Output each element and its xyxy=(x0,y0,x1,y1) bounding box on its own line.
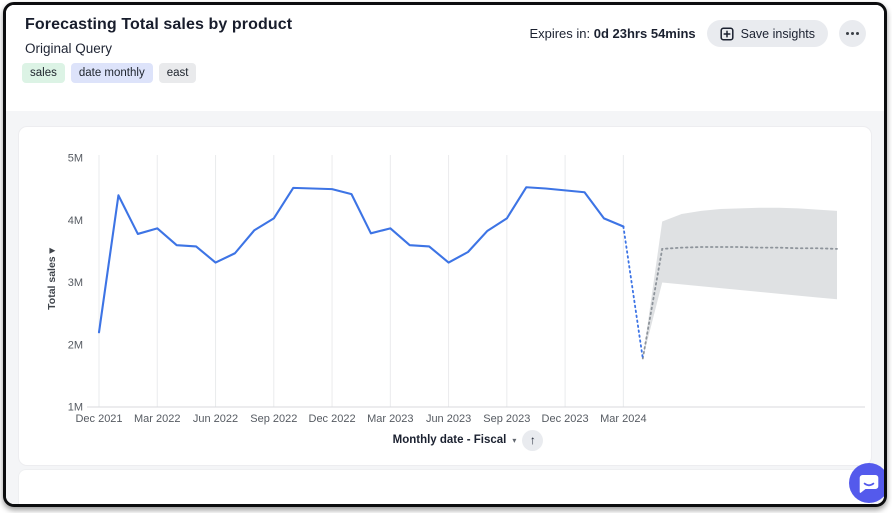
x-axis-dimension-label[interactable]: Monthly date - Fiscal xyxy=(392,434,507,446)
next-section-card xyxy=(18,469,872,504)
svg-text:Jun 2023: Jun 2023 xyxy=(426,413,471,425)
save-insights-label: Save insights xyxy=(740,26,815,41)
more-options-button[interactable] xyxy=(839,20,866,47)
svg-text:Dec 2022: Dec 2022 xyxy=(309,413,356,425)
header: Forecasting Total sales by product Origi… xyxy=(6,5,884,111)
svg-text:Jun 2022: Jun 2022 xyxy=(193,413,238,425)
query-tags: sales date monthly east xyxy=(22,63,197,83)
forecast-chart-card: Dec 2021 Mar 2022 Jun 2022 Sep 2022 Dec 2022… xyxy=(18,126,872,466)
y-axis-dimension-label[interactable]: Total sales ▾ xyxy=(46,247,58,309)
svg-text:Sep 2023: Sep 2023 xyxy=(483,413,530,425)
svg-text:2M: 2M xyxy=(68,339,83,351)
speech-bubble-icon xyxy=(859,475,879,493)
plus-square-icon xyxy=(720,26,734,41)
expires-prefix: Expires in: xyxy=(529,26,594,41)
svg-text:4M: 4M xyxy=(68,215,83,227)
tag-pill[interactable]: date monthly xyxy=(70,63,153,83)
chat-launcher-button[interactable] xyxy=(849,463,884,503)
arrow-up-icon: ↑ xyxy=(529,433,536,447)
svg-text:3M: 3M xyxy=(68,277,83,289)
actual-sales-line xyxy=(97,186,625,334)
svg-text:Dec 2023: Dec 2023 xyxy=(542,413,589,425)
svg-text:Mar 2024: Mar 2024 xyxy=(600,413,646,425)
app-window: Forecasting Total sales by product Origi… xyxy=(3,2,887,507)
page-title: Forecasting Total sales by product xyxy=(25,16,293,33)
x-axis-labels: Dec 2021 Mar 2022 Jun 2022 Sep 2022 Dec 2022… xyxy=(75,413,646,425)
ellipsis-icon xyxy=(846,32,849,35)
transition-segment xyxy=(622,225,644,360)
svg-text:5M: 5M xyxy=(68,153,83,165)
page-subtitle: Original Query xyxy=(25,41,113,56)
confidence-band xyxy=(642,207,837,359)
forecast-line xyxy=(641,246,838,360)
grid-lines xyxy=(98,155,624,407)
svg-text:Mar 2023: Mar 2023 xyxy=(367,413,413,425)
svg-text:Mar 2022: Mar 2022 xyxy=(134,413,180,425)
x-axis-control: Monthly date - Fiscal ▾ ↑ xyxy=(99,429,837,451)
forecast-chart: Dec 2021 Mar 2022 Jun 2022 Sep 2022 Dec 2022… xyxy=(46,153,865,425)
chevron-down-icon[interactable]: ▾ xyxy=(512,435,517,445)
expires-text: Expires in: 0d 23hrs 54mins xyxy=(529,26,695,41)
svg-text:Sep 2022: Sep 2022 xyxy=(250,413,297,425)
sort-ascending-button[interactable]: ↑ xyxy=(522,429,544,451)
tag-pill[interactable]: east xyxy=(158,63,197,83)
save-insights-button[interactable]: Save insights xyxy=(706,20,828,47)
tag-pill[interactable]: sales xyxy=(22,63,65,83)
expires-value: 0d 23hrs 54mins xyxy=(593,26,696,41)
header-actions: Expires in: 0d 23hrs 54mins Save insight… xyxy=(529,20,866,47)
svg-text:Dec 2021: Dec 2021 xyxy=(75,413,122,425)
svg-text:1M: 1M xyxy=(68,402,83,414)
y-axis-labels: 5M 4M 3M 2M 1M xyxy=(68,153,83,414)
